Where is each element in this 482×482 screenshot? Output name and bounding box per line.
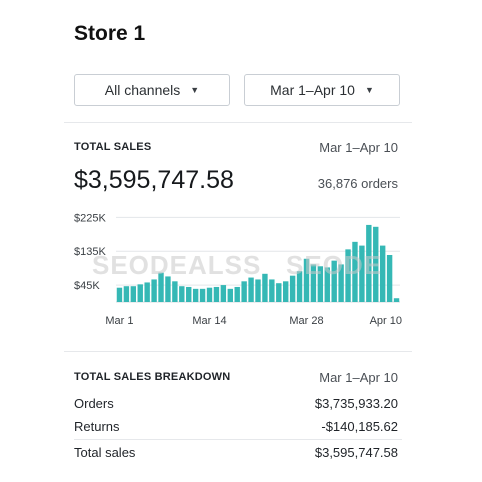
store-title: Store 1 xyxy=(74,22,146,45)
chart-bar xyxy=(158,272,164,302)
chart-bar xyxy=(262,273,268,302)
breakdown-returns-value: -$140,185.62 xyxy=(321,419,398,434)
chart-bar xyxy=(137,284,143,302)
chart-bar xyxy=(359,245,365,302)
chart-bar xyxy=(144,282,150,302)
chart-bar xyxy=(303,258,310,302)
chart-bar xyxy=(310,264,317,302)
chart-bar xyxy=(331,260,337,302)
caret-down-icon: ▼ xyxy=(364,85,374,95)
chart-bar xyxy=(130,286,137,302)
chart-bar xyxy=(352,241,358,302)
chart-bar xyxy=(393,298,400,302)
total-sales-amount: $3,595,747.58 xyxy=(74,166,234,194)
breakdown-row-divider xyxy=(74,439,402,440)
chart-bar xyxy=(373,226,379,302)
orders-count: 36,876 orders xyxy=(317,176,398,191)
x-tick-label: Mar 14 xyxy=(192,315,226,327)
chart-bar xyxy=(338,264,344,302)
chart-bar xyxy=(379,245,386,302)
chart-bar xyxy=(172,281,178,302)
chart-bar xyxy=(386,255,393,302)
chart-bar xyxy=(206,287,213,302)
chart-bar xyxy=(186,286,192,302)
chart-bar xyxy=(324,267,330,302)
x-tick-label: Apr 10 xyxy=(370,315,402,327)
chart-bar xyxy=(241,281,247,302)
breakdown-returns-label: Returns xyxy=(74,419,120,434)
date-range-label: Mar 1–Apr 10 xyxy=(270,82,355,98)
chart-bar xyxy=(255,279,261,302)
chart-bar xyxy=(151,279,157,302)
chart-bar xyxy=(227,288,233,302)
sales-bar-chart: $225K $135K $45K Mar 1 Mar 14 Mar 28 Apr 10 xyxy=(74,212,402,327)
breakdown-orders-label: Orders xyxy=(74,396,114,411)
chart-bar xyxy=(269,279,275,302)
chart-bar xyxy=(179,286,185,302)
chart-bar xyxy=(317,266,324,302)
channel-filter-button[interactable]: All channels ▼ xyxy=(74,74,230,106)
y-tick-label: $45K xyxy=(74,280,100,292)
chart-bar xyxy=(116,287,123,302)
x-tick-label: Mar 1 xyxy=(105,315,133,327)
chart-bar xyxy=(123,286,130,302)
channel-filter-label: All channels xyxy=(104,82,181,98)
chart-bar xyxy=(234,286,240,302)
breakdown-range: Mar 1–Apr 10 xyxy=(319,370,398,385)
breakdown-total-value: $3,595,747.58 xyxy=(314,445,398,460)
y-tick-label: $135K xyxy=(74,246,106,258)
chart-bar xyxy=(199,288,206,302)
total-sales-label: TOTAL SALES xyxy=(74,141,152,153)
chart-bar xyxy=(213,286,220,302)
chart-bar xyxy=(248,277,254,302)
sales-card xyxy=(64,122,412,473)
chart-bar xyxy=(165,276,171,302)
chart-bar xyxy=(283,281,289,302)
y-tick-label: $225K xyxy=(74,212,106,224)
chart-bar xyxy=(220,285,227,302)
caret-down-icon: ▼ xyxy=(190,85,200,95)
chart-bar xyxy=(192,288,199,302)
breakdown-orders-value: $3,735,933.20 xyxy=(314,396,398,411)
chart-bar xyxy=(345,249,351,302)
section-divider xyxy=(64,351,412,352)
chart-bar xyxy=(366,224,372,302)
total-sales-range: Mar 1–Apr 10 xyxy=(319,140,398,155)
breakdown-total-label: Total sales xyxy=(74,445,136,460)
chart-bar xyxy=(289,275,296,302)
date-range-button[interactable]: Mar 1–Apr 10 ▼ xyxy=(244,74,400,106)
chart-bar xyxy=(296,271,303,302)
x-tick-label: Mar 28 xyxy=(289,315,323,327)
breakdown-label: TOTAL SALES BREAKDOWN xyxy=(74,371,231,383)
chart-bar xyxy=(276,283,282,302)
